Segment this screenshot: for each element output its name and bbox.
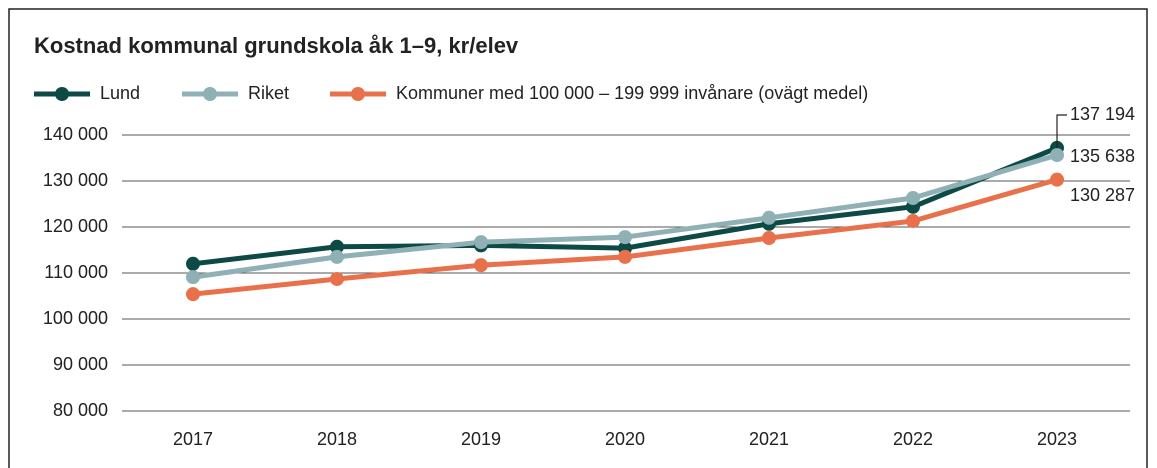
y-tick-label: 110 000 — [44, 262, 108, 282]
legend-marker — [203, 87, 217, 101]
x-tick-label: 2019 — [461, 429, 501, 449]
data-label: 137 194 — [1070, 104, 1135, 124]
x-tick-label: 2020 — [605, 429, 645, 449]
point — [906, 191, 920, 206]
leader-line — [1056, 114, 1067, 148]
chart-title: Kostnad kommunal grundskola åk 1–9, kr/e… — [34, 33, 519, 58]
x-tick-label: 2023 — [1037, 429, 1077, 449]
point — [906, 214, 920, 229]
legend-marker — [55, 87, 69, 101]
legend-marker — [351, 87, 365, 101]
point — [1050, 148, 1064, 163]
legend-label: Lund — [100, 83, 140, 103]
x-tick-label: 2021 — [749, 429, 789, 449]
frame — [8, 8, 1148, 468]
x-tick-label: 2017 — [173, 429, 213, 449]
legend-label: Riket — [248, 83, 289, 103]
point — [618, 230, 632, 245]
point — [474, 258, 488, 273]
y-tick-label: 140 000 — [43, 124, 108, 144]
data-label: 135 638 — [1070, 146, 1135, 166]
point — [762, 210, 776, 225]
legend-label: Kommuner med 100 000 – 199 999 invånare … — [396, 83, 868, 103]
point — [330, 239, 344, 254]
point — [186, 270, 200, 285]
point — [186, 287, 200, 302]
data-label: 130 287 — [1070, 185, 1135, 205]
point — [330, 271, 344, 286]
point — [618, 249, 632, 264]
point — [762, 231, 776, 246]
y-tick-label: 90 000 — [53, 354, 108, 374]
y-tick-label: 80 000 — [53, 400, 108, 420]
point — [186, 256, 200, 271]
x-tick-label: 2022 — [893, 429, 933, 449]
y-tick-label: 120 000 — [43, 216, 108, 236]
y-tick-label: 100 000 — [43, 308, 108, 328]
point — [474, 235, 488, 250]
point — [330, 249, 344, 264]
point — [1050, 172, 1064, 187]
x-tick-label: 2018 — [317, 429, 357, 449]
y-tick-label: 130 000 — [43, 170, 108, 190]
